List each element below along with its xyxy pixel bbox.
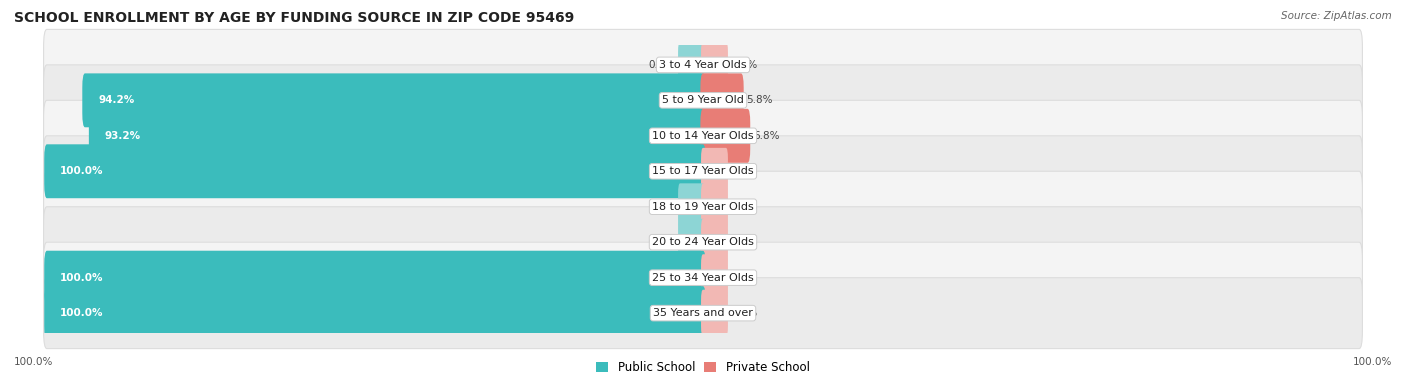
Text: SCHOOL ENROLLMENT BY AGE BY FUNDING SOURCE IN ZIP CODE 95469: SCHOOL ENROLLMENT BY AGE BY FUNDING SOUR…	[14, 11, 574, 25]
Text: 5.8%: 5.8%	[747, 95, 773, 105]
Text: Source: ZipAtlas.com: Source: ZipAtlas.com	[1281, 11, 1392, 21]
Legend: Public School, Private School: Public School, Private School	[592, 356, 814, 378]
FancyBboxPatch shape	[678, 183, 704, 230]
Text: 0.0%: 0.0%	[731, 202, 758, 212]
Text: 10 to 14 Year Olds: 10 to 14 Year Olds	[652, 131, 754, 141]
Text: 93.2%: 93.2%	[104, 131, 141, 141]
Text: 0.0%: 0.0%	[648, 237, 675, 247]
FancyBboxPatch shape	[44, 144, 706, 198]
FancyBboxPatch shape	[700, 109, 751, 163]
Text: 15 to 17 Year Olds: 15 to 17 Year Olds	[652, 166, 754, 176]
FancyBboxPatch shape	[678, 42, 704, 88]
Text: 0.0%: 0.0%	[648, 202, 675, 212]
Text: 94.2%: 94.2%	[98, 95, 135, 105]
Text: 100.0%: 100.0%	[14, 357, 53, 367]
FancyBboxPatch shape	[702, 148, 728, 195]
Text: 20 to 24 Year Olds: 20 to 24 Year Olds	[652, 237, 754, 247]
Text: 100.0%: 100.0%	[60, 308, 104, 318]
Text: 5 to 9 Year Old: 5 to 9 Year Old	[662, 95, 744, 105]
Text: 3 to 4 Year Olds: 3 to 4 Year Olds	[659, 60, 747, 70]
FancyBboxPatch shape	[44, 251, 706, 305]
Text: 0.0%: 0.0%	[731, 237, 758, 247]
FancyBboxPatch shape	[44, 136, 1362, 207]
FancyBboxPatch shape	[44, 278, 1362, 349]
FancyBboxPatch shape	[44, 171, 1362, 242]
Text: 0.0%: 0.0%	[731, 308, 758, 318]
Text: 100.0%: 100.0%	[60, 166, 104, 176]
Text: 100.0%: 100.0%	[1353, 357, 1392, 367]
FancyBboxPatch shape	[700, 73, 744, 127]
Text: 100.0%: 100.0%	[60, 273, 104, 283]
FancyBboxPatch shape	[702, 219, 728, 266]
FancyBboxPatch shape	[678, 219, 704, 266]
Text: 0.0%: 0.0%	[731, 273, 758, 283]
Text: 25 to 34 Year Olds: 25 to 34 Year Olds	[652, 273, 754, 283]
Text: 0.0%: 0.0%	[731, 60, 758, 70]
FancyBboxPatch shape	[89, 109, 706, 163]
Text: 6.8%: 6.8%	[752, 131, 779, 141]
FancyBboxPatch shape	[702, 254, 728, 301]
FancyBboxPatch shape	[83, 73, 706, 127]
FancyBboxPatch shape	[702, 183, 728, 230]
FancyBboxPatch shape	[702, 290, 728, 336]
FancyBboxPatch shape	[44, 207, 1362, 278]
FancyBboxPatch shape	[702, 42, 728, 88]
FancyBboxPatch shape	[44, 100, 1362, 171]
Text: 18 to 19 Year Olds: 18 to 19 Year Olds	[652, 202, 754, 212]
FancyBboxPatch shape	[44, 29, 1362, 100]
FancyBboxPatch shape	[44, 286, 706, 340]
Text: 0.0%: 0.0%	[731, 166, 758, 176]
Text: 0.0%: 0.0%	[648, 60, 675, 70]
Text: 35 Years and over: 35 Years and over	[652, 308, 754, 318]
FancyBboxPatch shape	[44, 242, 1362, 313]
FancyBboxPatch shape	[44, 65, 1362, 136]
